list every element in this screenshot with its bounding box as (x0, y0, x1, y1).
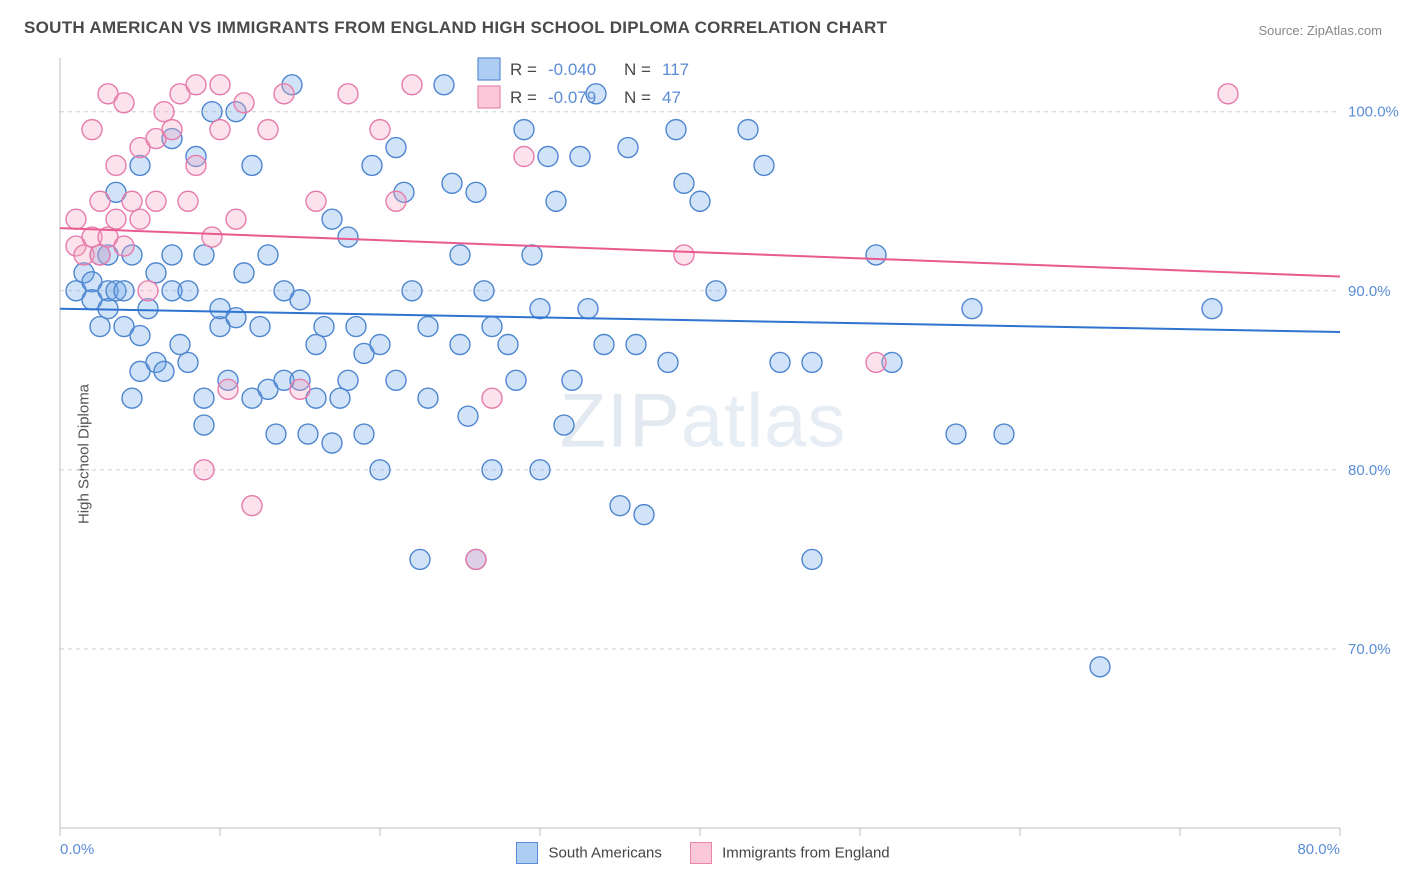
svg-text:R =: R = (510, 60, 537, 79)
swatch-icon (690, 842, 712, 864)
svg-text:90.0%: 90.0% (1348, 283, 1391, 300)
svg-text:70.0%: 70.0% (1348, 641, 1391, 658)
scatter-chart: 70.0%80.0%90.0%100.0%0.0%80.0%R =-0.040N… (0, 44, 1406, 864)
bottom-legend: South Americans Immigrants from England (0, 842, 1406, 864)
legend-label: South Americans (549, 845, 662, 862)
svg-text:-0.079: -0.079 (548, 88, 596, 107)
svg-text:N =: N = (624, 88, 651, 107)
svg-text:100.0%: 100.0% (1348, 104, 1399, 121)
svg-text:N =: N = (624, 60, 651, 79)
swatch-icon (516, 842, 538, 864)
chart-title: SOUTH AMERICAN VS IMMIGRANTS FROM ENGLAN… (24, 18, 887, 38)
svg-text:R =: R = (510, 88, 537, 107)
legend-item-south-americans: South Americans (516, 842, 662, 864)
svg-text:117: 117 (662, 60, 689, 79)
plot-area: High School Diploma ZIPatlas 70.0%80.0%9… (0, 44, 1406, 864)
legend-item-immigrants-england: Immigrants from England (690, 842, 890, 864)
svg-text:-0.040: -0.040 (548, 60, 596, 79)
legend-label: Immigrants from England (722, 845, 890, 862)
title-bar: SOUTH AMERICAN VS IMMIGRANTS FROM ENGLAN… (0, 0, 1406, 44)
svg-text:47: 47 (662, 88, 681, 107)
source-label: Source: ZipAtlas.com (1258, 23, 1382, 38)
svg-text:80.0%: 80.0% (1348, 462, 1391, 479)
